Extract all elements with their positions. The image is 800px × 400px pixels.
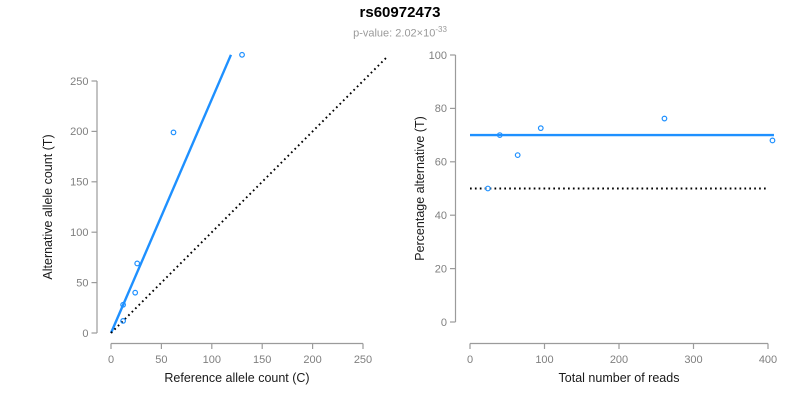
data-point: [484, 185, 491, 192]
y-tick-label: 80: [435, 103, 447, 115]
data-point: [496, 132, 503, 139]
x-axis-title: Reference allele count (C): [164, 371, 309, 385]
x-tick-label: 400: [759, 354, 777, 366]
regression-line: [109, 54, 233, 334]
data-point: [661, 115, 668, 122]
x-tick-label: 0: [467, 354, 473, 366]
y-tick-label: 100: [429, 50, 447, 62]
data-point: [239, 51, 245, 58]
y-tick-label: 60: [435, 157, 447, 169]
y-axis-title: Percentage alternative (T): [413, 116, 427, 261]
data-point: [120, 301, 126, 308]
data-point: [537, 125, 544, 132]
data-point: [769, 137, 776, 144]
x-axis-title: Total number of reads: [559, 371, 680, 385]
x-tick-label: 50: [155, 354, 167, 366]
y-tick-label: 40: [435, 210, 447, 222]
data-point: [120, 318, 126, 324]
x-tick-label: 200: [610, 354, 628, 366]
x-tick-label: 100: [535, 354, 553, 366]
y-tick-label: 0: [82, 328, 88, 340]
x-tick-label: 200: [303, 354, 321, 366]
x-tick-label: 250: [354, 354, 372, 366]
y-tick-label: 20: [435, 263, 447, 275]
data-point: [170, 129, 177, 136]
y-tick-label: 100: [70, 227, 88, 239]
y-tick-label: 250: [70, 76, 88, 88]
right-plot: 0 20 40 60 80 100 0 100 200 300 400 Total number of…: [413, 50, 777, 385]
y-tick-label: 0: [441, 317, 447, 329]
y-tick-label: 50: [76, 277, 88, 289]
identity-line: [110, 55, 389, 334]
y-tick-label: 150: [70, 177, 88, 189]
data-point: [134, 260, 141, 267]
y-tick-label: 200: [70, 126, 88, 138]
left-plot: 0 50 100 150 200 250 0 50 100 150 200 250 Reference …: [41, 51, 389, 385]
x-tick-label: 300: [684, 354, 702, 366]
data-point: [132, 289, 139, 296]
x-tick-label: 100: [203, 354, 221, 366]
x-tick-label: 150: [253, 354, 271, 366]
x-tick-label: 0: [108, 354, 114, 366]
y-axis-title: Alternative allele count (T): [41, 134, 55, 279]
data-point: [514, 152, 521, 159]
